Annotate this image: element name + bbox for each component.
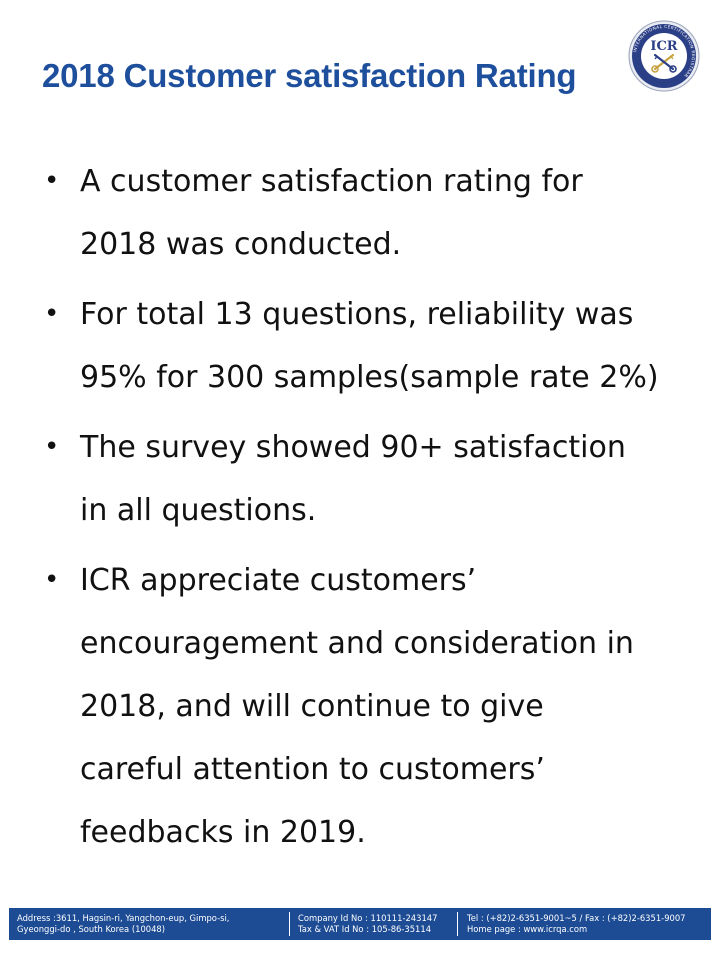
footer-address-line: Address :3611, Hagsin-ri, Yangchon-eup, … <box>17 913 230 923</box>
bullet-text-line: The survey showed 90+ satisfaction <box>80 430 626 465</box>
footer-address-line: Gyeonggi-do , South Korea (10048) <box>17 923 166 934</box>
bullet-dot-icon: • <box>44 565 60 595</box>
bullet-dot-icon: • <box>44 299 60 329</box>
footer-company-ids: Company Id No : 110111-243147 Tax & VAT … <box>298 913 437 934</box>
bullet-text-line: in all questions. <box>80 493 317 528</box>
footer-contact-line: Home page : www.icrqa.com <box>467 923 588 934</box>
bullet-text-line: For total 13 questions, reliability was <box>80 297 634 332</box>
footer-divider <box>457 912 458 936</box>
footer-bar: Address :3611, Hagsin-ri, Yangchon-eup, … <box>9 908 711 940</box>
bullet-item: • A customer satisfaction rating for 201… <box>40 150 700 276</box>
footer-divider <box>289 912 290 936</box>
footer-contact: Tel : (+82)2-6351-9001~5 / Fax : (+82)2-… <box>467 913 686 934</box>
footer-address: Address :3611, Hagsin-ri, Yangchon-eup, … <box>17 913 229 934</box>
icr-logo-icon: INTERNATIONAL CERTIFICATION REGISTRAR IC… <box>628 20 700 92</box>
logo-text: ICR <box>650 39 677 54</box>
bullet-text-line: ICR appreciate customers’ <box>80 563 477 598</box>
bullet-item: • ICR appreciate customers’ encouragemen… <box>40 549 700 864</box>
bullet-text-line: A customer satisfaction rating for <box>80 164 583 199</box>
bullet-item: • The survey showed 90+ satisfaction in … <box>40 416 700 542</box>
bullet-text-line: 2018 was conducted. <box>80 227 402 262</box>
bullet-text-line: 95% for 300 samples(sample rate 2%) <box>80 360 659 395</box>
footer-contact-line: Tel : (+82)2-6351-9001~5 / Fax : (+82)2-… <box>467 913 686 923</box>
bullet-dot-icon: • <box>44 166 60 196</box>
bullet-text-line: careful attention to customers’ <box>80 752 545 787</box>
bullet-text-line: encouragement and consideration in <box>80 626 634 661</box>
bullet-text-line: 2018, and will continue to give <box>80 689 544 724</box>
bullet-item: • For total 13 questions, reliability wa… <box>40 283 700 409</box>
crossed-keys-icon <box>651 53 677 73</box>
page-title: 2018 Customer satisfaction Rating <box>42 57 577 94</box>
footer-company-line: Tax & VAT Id No : 105-86-35114 <box>298 923 432 934</box>
bullet-list: • A customer satisfaction rating for 201… <box>40 150 700 871</box>
bullet-text-line: feedbacks in 2019. <box>80 815 366 850</box>
footer-company-line: Company Id No : 110111-243147 <box>298 913 438 923</box>
bullet-dot-icon: • <box>44 432 60 462</box>
